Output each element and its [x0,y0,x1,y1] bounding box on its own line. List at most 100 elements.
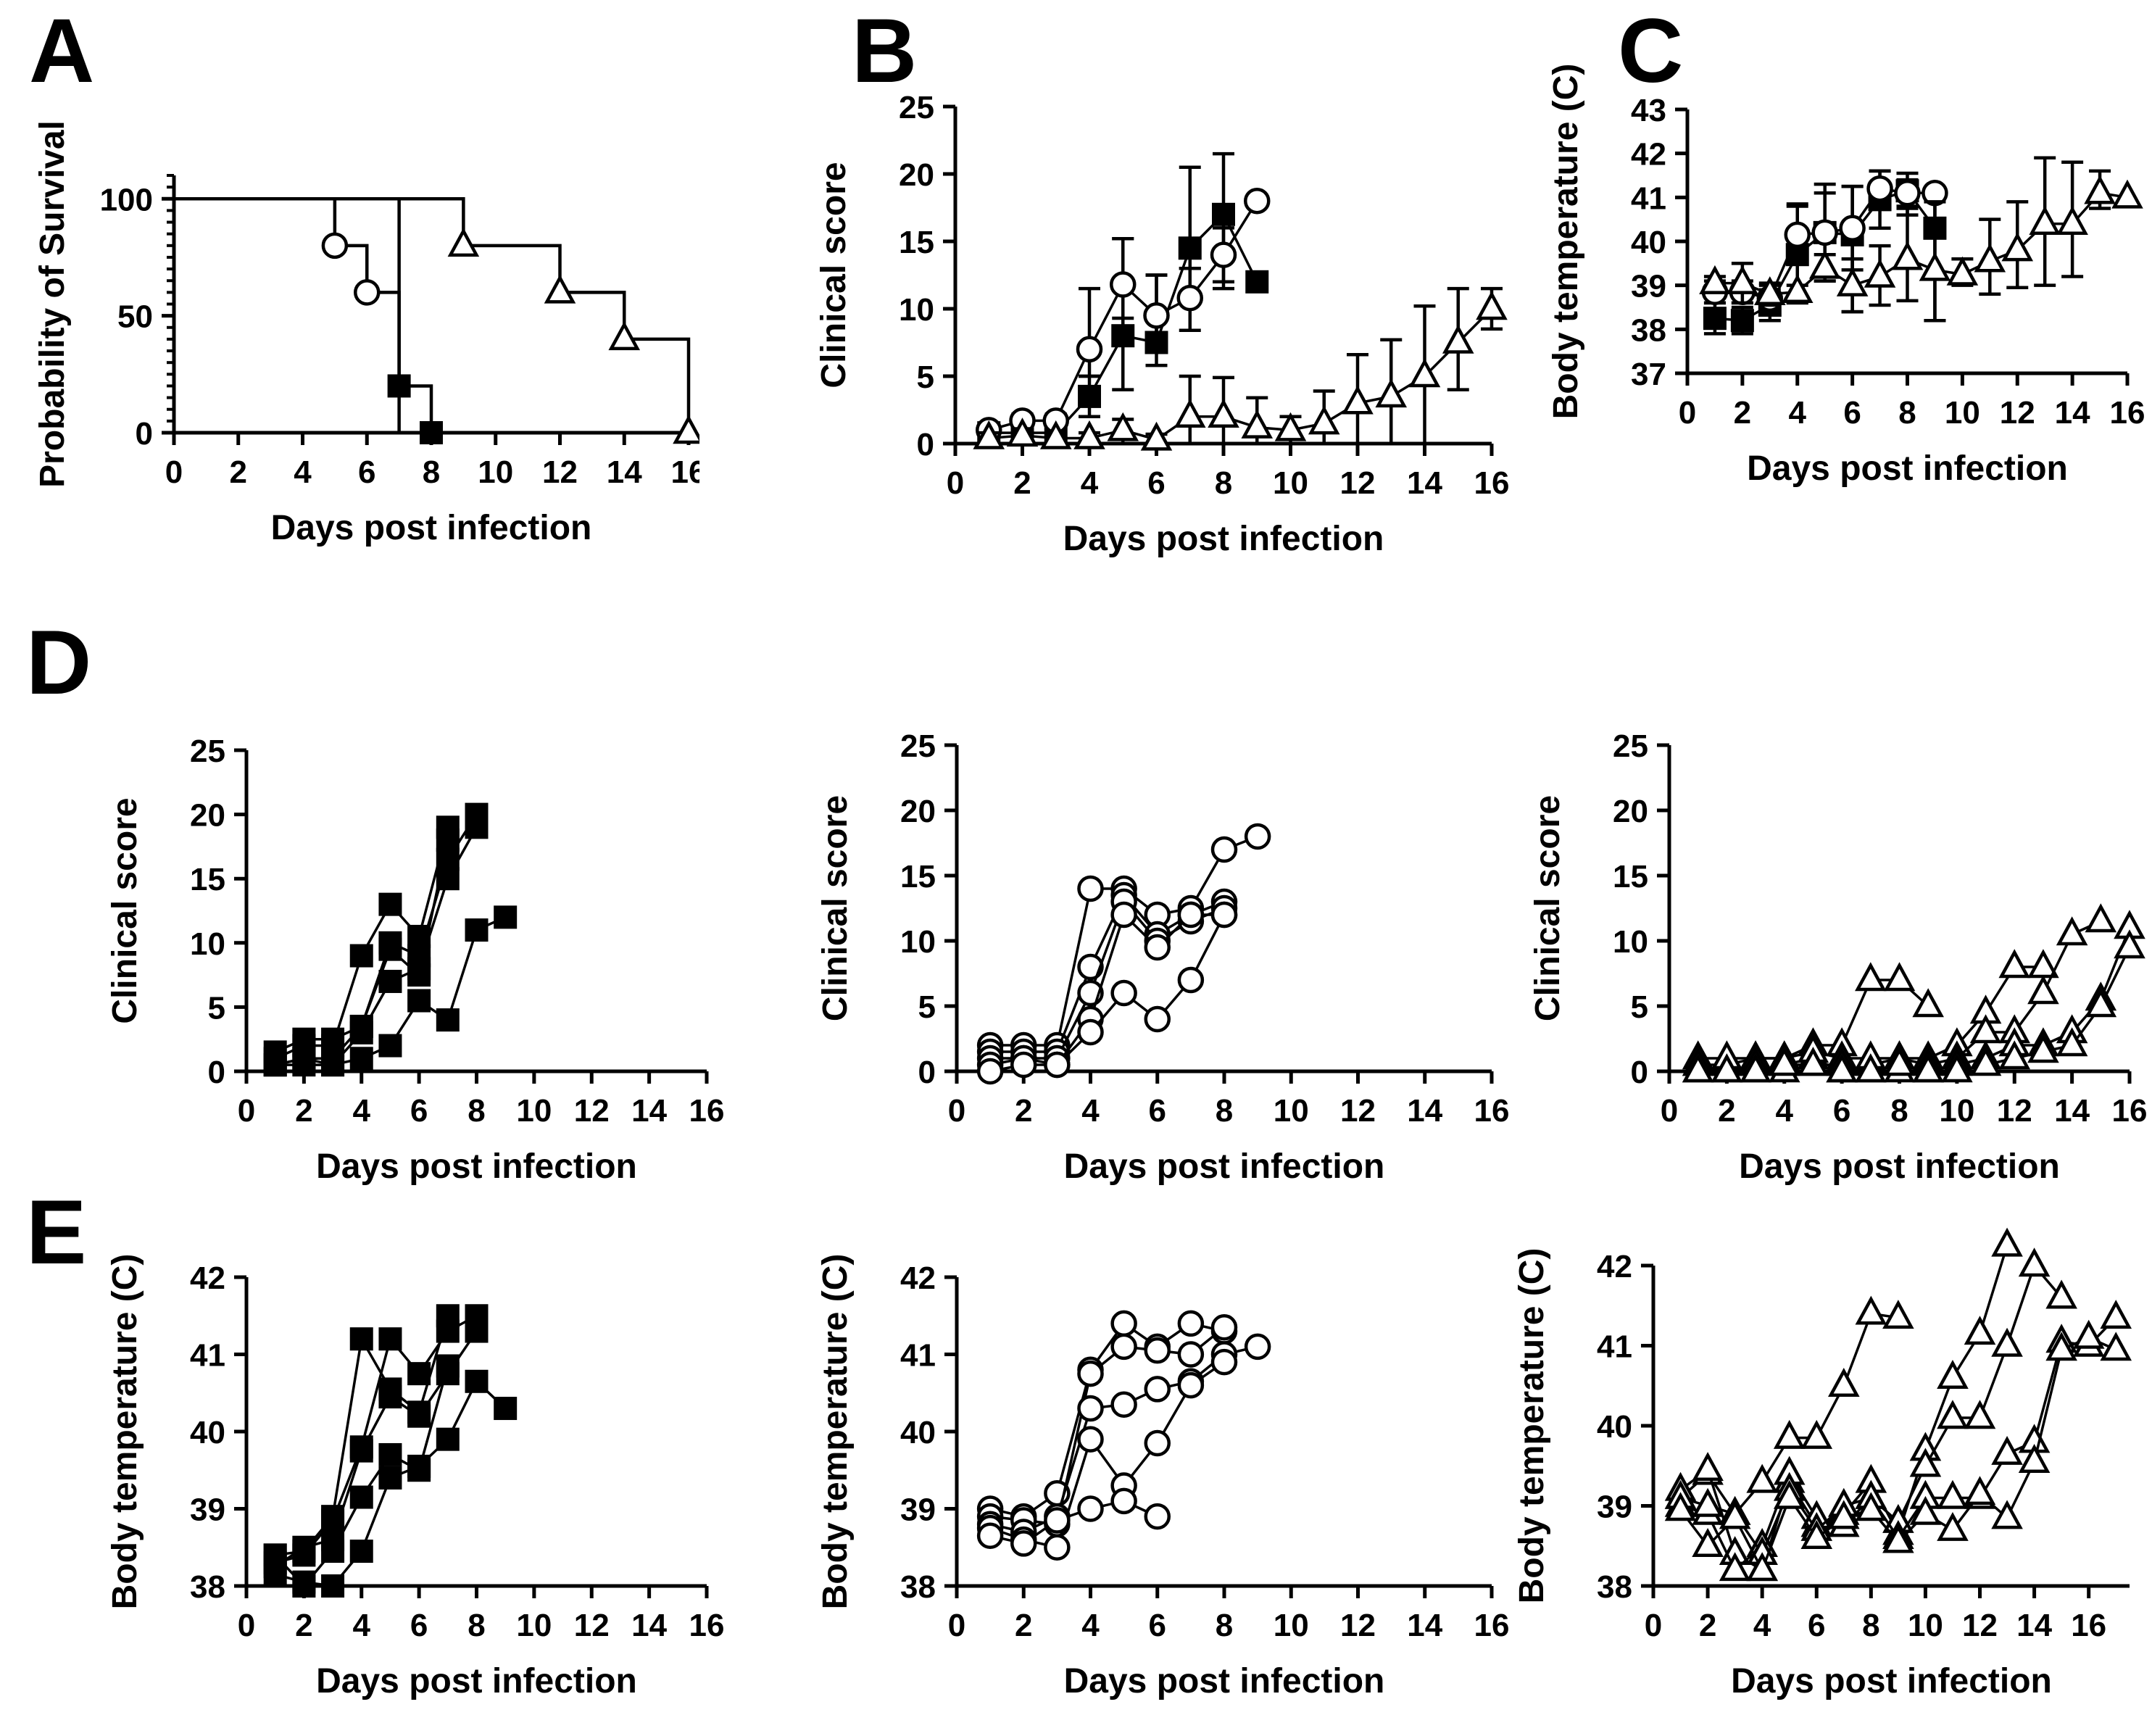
svg-text:8: 8 [1216,1608,1233,1643]
clinical-score-triangles-chart: 0 2 4 6 8 10 12 14 16 0 5 10 15 20 25 Days post infecti… [1515,673,2149,1225]
chart-a-svg: 0 2 4 6 8 10 12 14 16 0 50 100 Days post infection Pr… [33,120,706,547]
svg-text:43: 43 [1631,93,1666,128]
svg-text:6: 6 [410,1608,428,1643]
svg-text:15: 15 [190,862,225,897]
chart-e3-svg: 0 2 4 6 8 10 12 14 16 38 39 40 41 42 Days post infecti… [1513,1227,2132,1700]
svg-text:10: 10 [1274,1608,1309,1643]
svg-text:14: 14 [631,1093,667,1129]
svg-text:2: 2 [1015,1093,1032,1129]
svg-text:42: 42 [900,1261,936,1296]
svg-text:2: 2 [1015,1608,1032,1643]
svg-text:40: 40 [1597,1409,1632,1445]
svg-text:25: 25 [1613,728,1648,764]
svg-text:6: 6 [1149,1093,1166,1129]
svg-text:4: 4 [294,454,312,490]
svg-text:16: 16 [671,454,699,490]
body-temperature-circles-chart: 0 2 4 6 8 10 12 14 16 38 39 40 41 42 Days post infecti… [790,1232,1522,1732]
svg-text:10: 10 [1939,1093,1974,1129]
svg-text:Days post infection: Days post infection [316,1147,637,1186]
clinical-score-squares-chart: 0 2 4 6 8 10 12 14 16 0 5 10 15 20 25 Days post infecti… [65,678,732,1225]
svg-text:40: 40 [190,1415,225,1450]
svg-text:6: 6 [1808,1608,1825,1643]
svg-text:0: 0 [208,1055,225,1090]
panel-label-b: B [852,1,918,101]
svg-text:Clinical score: Clinical score [106,797,144,1023]
svg-text:4: 4 [1081,1608,1100,1643]
svg-text:5: 5 [917,360,934,395]
svg-text:25: 25 [899,90,934,125]
svg-text:Days post infection: Days post infection [1063,520,1384,558]
svg-text:37: 37 [1631,357,1666,392]
svg-text:12: 12 [1340,465,1376,501]
svg-text:0: 0 [918,1055,936,1090]
svg-text:12: 12 [574,1093,610,1129]
svg-text:Probability of Survival: Probability of Survival [33,120,72,488]
svg-text:6: 6 [410,1093,428,1129]
svg-text:14: 14 [1407,1608,1442,1643]
svg-text:0: 0 [136,416,153,452]
svg-text:0: 0 [1645,1608,1662,1643]
svg-text:2: 2 [1718,1093,1735,1129]
svg-text:16: 16 [1474,1608,1510,1643]
svg-text:8: 8 [468,1093,485,1129]
svg-text:20: 20 [900,794,936,829]
svg-text:2: 2 [295,1608,312,1643]
svg-text:0: 0 [238,1608,255,1643]
svg-text:15: 15 [899,225,934,260]
svg-text:10: 10 [478,454,513,490]
svg-text:14: 14 [2016,1608,2052,1643]
svg-text:10: 10 [516,1093,552,1129]
svg-text:39: 39 [900,1492,936,1528]
svg-text:12: 12 [1340,1093,1376,1129]
svg-text:41: 41 [190,1338,225,1374]
svg-text:2: 2 [295,1093,312,1129]
svg-text:20: 20 [899,157,934,193]
svg-text:10: 10 [1945,395,1980,431]
svg-text:14: 14 [631,1608,667,1643]
svg-text:8: 8 [468,1608,485,1643]
svg-text:20: 20 [190,798,225,834]
svg-text:6: 6 [358,454,375,490]
svg-text:39: 39 [1631,269,1666,304]
svg-text:100: 100 [100,182,153,217]
svg-text:5: 5 [208,990,225,1026]
svg-text:2: 2 [1699,1608,1716,1643]
svg-text:Clinical score: Clinical score [816,795,855,1021]
svg-text:5: 5 [1631,989,1648,1025]
svg-text:2: 2 [230,454,247,490]
chart-c-svg: 0 2 4 6 8 10 12 14 16 37 38 39 40 41 42 43 Days post inf… [1547,64,2145,488]
panel-label-e: E [26,1182,87,1283]
svg-text:38: 38 [190,1569,225,1605]
svg-text:8: 8 [1215,465,1232,501]
chart-e2-svg: 0 2 4 6 8 10 12 14 16 38 39 40 41 42 Days post infecti… [816,1254,1510,1700]
svg-text:8: 8 [1216,1093,1233,1129]
svg-text:0: 0 [948,1093,965,1129]
svg-text:14: 14 [1407,465,1442,501]
svg-text:42: 42 [1631,137,1666,173]
svg-text:4: 4 [1776,1093,1794,1129]
svg-text:10: 10 [516,1608,552,1643]
svg-text:16: 16 [2071,1608,2106,1643]
svg-text:Days post infection: Days post infection [316,1662,637,1700]
svg-text:Days post infection: Days post infection [1747,449,2068,488]
svg-text:50: 50 [117,299,153,335]
svg-text:40: 40 [1631,225,1666,260]
chart-d1-svg: 0 2 4 6 8 10 12 14 16 0 5 10 15 20 25 Days post infecti… [106,734,724,1186]
svg-text:10: 10 [190,926,225,962]
svg-text:10: 10 [900,924,936,960]
survival-curve-chart: 0 2 4 6 8 10 12 14 16 0 50 100 Days post infection Pr… [22,109,706,562]
svg-text:15: 15 [900,859,936,894]
chart-d3-svg: 0 2 4 6 8 10 12 14 16 0 5 10 15 20 25 Days post infecti… [1529,728,2147,1186]
panel-label-d: D [26,612,92,713]
svg-text:0: 0 [948,1608,965,1643]
svg-text:10: 10 [1613,924,1648,960]
svg-text:6: 6 [1843,395,1861,431]
svg-text:12: 12 [542,454,578,490]
svg-text:4: 4 [1789,395,1807,431]
svg-text:38: 38 [1597,1569,1632,1605]
svg-text:10: 10 [1274,1093,1309,1129]
svg-text:0: 0 [1661,1093,1678,1129]
svg-text:38: 38 [1631,312,1666,348]
svg-text:8: 8 [1890,1093,1908,1129]
svg-text:Days post infection: Days post infection [1739,1147,2060,1186]
